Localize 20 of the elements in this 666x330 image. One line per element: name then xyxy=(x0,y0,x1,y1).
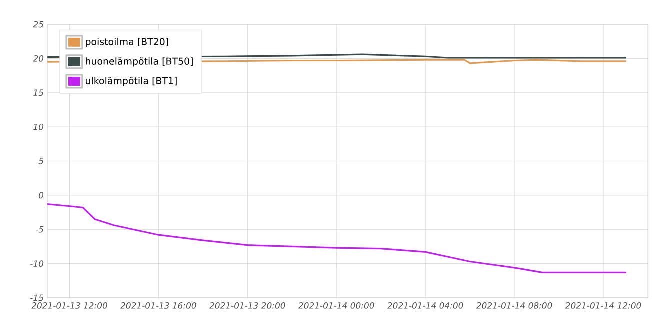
y-tick-label: -15 xyxy=(30,294,44,302)
y-tick-label: 15 xyxy=(34,90,44,96)
y-tick-label: -5 xyxy=(36,226,44,233)
x-tick-label: 2021-01-13 20:00 xyxy=(210,302,286,309)
y-tick-label: -10 xyxy=(30,260,44,268)
x-tick-label: 2021-01-14 00:00 xyxy=(298,302,374,309)
x-tick-label: 2021-01-14 08:00 xyxy=(476,302,552,309)
legend-label: huonelämpötila [BT50] xyxy=(86,58,193,67)
y-tick-label: 0 xyxy=(39,192,44,199)
legend-label: ulkolämpötila [BT1] xyxy=(86,77,177,86)
x-tick-label: 2021-01-13 16:00 xyxy=(120,302,196,309)
y-tick-label: 20 xyxy=(33,55,44,62)
x-tick-label: 2021-01-13 12:00 xyxy=(32,302,108,309)
line-series xyxy=(48,204,627,274)
y-tick-label: 25 xyxy=(33,21,44,28)
x-tick-label: 2021-01-14 12:00 xyxy=(565,302,642,309)
legend-label: poistoilma [BT20] xyxy=(86,38,168,48)
y-tick-label: 5 xyxy=(38,158,44,164)
y-tick-label: 10 xyxy=(34,124,44,130)
x-tick-label: 2021-01-14 04:00 xyxy=(387,302,464,309)
